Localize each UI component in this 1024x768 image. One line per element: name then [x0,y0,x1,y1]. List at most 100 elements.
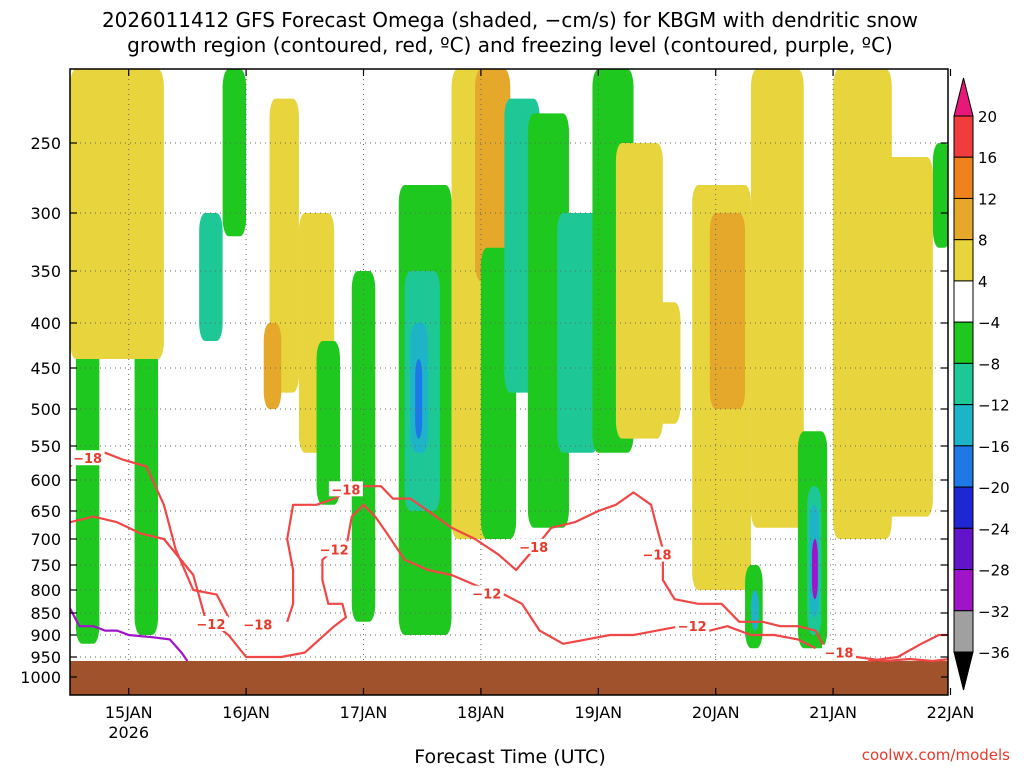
colorbar-tick-label: 4 [978,273,988,291]
yellow-band [750,69,804,528]
colorbar-tick-label: 8 [978,232,988,250]
colorbar-swatch [953,197,974,241]
green-band [222,69,247,237]
x-tick-label: 17JAN [340,703,388,722]
y-tick-label: 950 [30,648,61,667]
teal-band [199,213,223,341]
colorbar-tick-label: −16 [978,438,1010,456]
yellow-band [833,69,892,539]
colorbar-swatch [953,527,974,571]
colorbar-swatch [953,404,974,447]
x-tick-label: 15JAN [105,703,153,722]
colorbar-tick-label: −24 [978,520,1010,538]
yellow-band [615,143,663,439]
contour-label: −18 [824,647,853,662]
blue-band [415,359,423,439]
colorbar-tick-label: −20 [978,479,1010,497]
contour-label-bg [70,450,105,466]
y-tick-label: 900 [30,626,61,645]
contour-label: −18 [519,541,548,556]
contour-label: −12 [196,618,225,633]
y-tick-label: 800 [30,581,61,600]
contour-label-bg [193,616,228,631]
ground-fill [70,661,948,695]
colorbar-tick-label: 16 [978,149,997,167]
contour-label: −18 [243,618,272,633]
orange-band [263,323,282,409]
colorbar-top-arrow [953,77,974,117]
plot-content: −18 −12 −18 −12 −18 −12 −18 −18 −12 −18 [70,69,948,695]
y-tick-label: 500 [30,400,61,419]
x-tick-label: 19JAN [574,703,622,722]
y-tick-label: 1000 [20,668,61,687]
y-tick-label: 400 [30,314,61,333]
teal-band [557,213,599,453]
yellow-band [269,98,299,393]
y-tick-label: 550 [30,437,61,456]
y-tick-label: 650 [30,502,61,521]
orange-band [709,213,746,409]
colorbar-swatch [953,569,974,612]
credit-text: coolwx.com/models [862,746,1010,764]
contour-label-bg [328,481,363,497]
colorbar-swatch [953,115,974,158]
green-band [316,341,341,505]
freezing-level-contour [70,607,189,662]
contour-label-bg [240,616,275,632]
colorbar-tick-label: −36 [978,644,1010,662]
y-tick-label: 350 [30,262,61,281]
colorbar-tick-label: −12 [978,397,1010,415]
colorbar-swatch [953,239,974,282]
x-tick-label: 18JAN [457,703,505,722]
colorbar: 20 16 12 8 4 −4 −8 −12 −16 −20 −24 −28 −32 −36 [953,77,1010,691]
colorbar-swatch [953,610,974,653]
contour-label: −18 [643,549,672,564]
colorbar-tick-label: −28 [978,562,1010,580]
plot-frame [69,68,949,696]
green-band [932,143,948,248]
x-tick-label: 20JAN [692,703,740,722]
chart-title-line1: 2026011412 GFS Forecast Omega (shaded, −… [102,8,918,32]
y-tick-label: 850 [30,604,61,623]
colorbar-swatch [953,362,974,406]
yellow-band [657,302,681,424]
y-tick-label: 300 [30,204,61,223]
colorbar-tick-label: 12 [978,190,997,208]
contour-label: −18 [331,483,360,498]
colorbar-swatch [953,445,974,488]
cyan-band [750,590,760,631]
colorbar-swatch [953,156,974,199]
green-band [351,271,376,622]
y-tick-label: 450 [30,359,61,378]
y-tick-label: 750 [30,556,61,575]
colorbar-swatch [953,486,974,529]
contour-label-bg [675,618,710,634]
y-tick-label: 600 [30,471,61,490]
y-axis: 250 300 350 400 450 500 550 600 650 700 750 800 850 9… [20,134,948,687]
colorbar-tick-label: −32 [978,603,1010,621]
x-tick-label: 22JAN [927,703,975,722]
colorbar-tick-label: 20 [978,108,997,126]
colorbar-tick-label: −4 [978,314,1000,332]
contour-label-bg [469,585,504,601]
chart-title-line2: growth region (contoured, red, ºC) and f… [127,33,893,57]
colorbar-swatch [953,321,974,364]
yellow-band [880,157,933,517]
colorbar-bottom-arrow [953,651,974,691]
contour-label: −12 [320,543,349,558]
contour-label: −12 [678,620,707,635]
purple-band [811,539,818,600]
contour-label-bg [640,546,674,562]
contour-label: −18 [73,452,102,467]
colorbar-swatch [953,280,974,323]
y-tick-label: 700 [30,530,61,549]
plot-area: −18 −12 −18 −12 −18 −12 −18 −18 −12 −18 [69,68,949,696]
x-tick-label: 16JAN [222,703,270,722]
contour-label: −12 [472,588,501,603]
yellow-band [70,69,164,359]
y-tick-label: 250 [30,134,61,153]
dendritic-contour-line [70,503,816,659]
x-tick-label: 21JAN [809,703,857,722]
x-axis-label: Forecast Time (UTC) [414,746,605,768]
